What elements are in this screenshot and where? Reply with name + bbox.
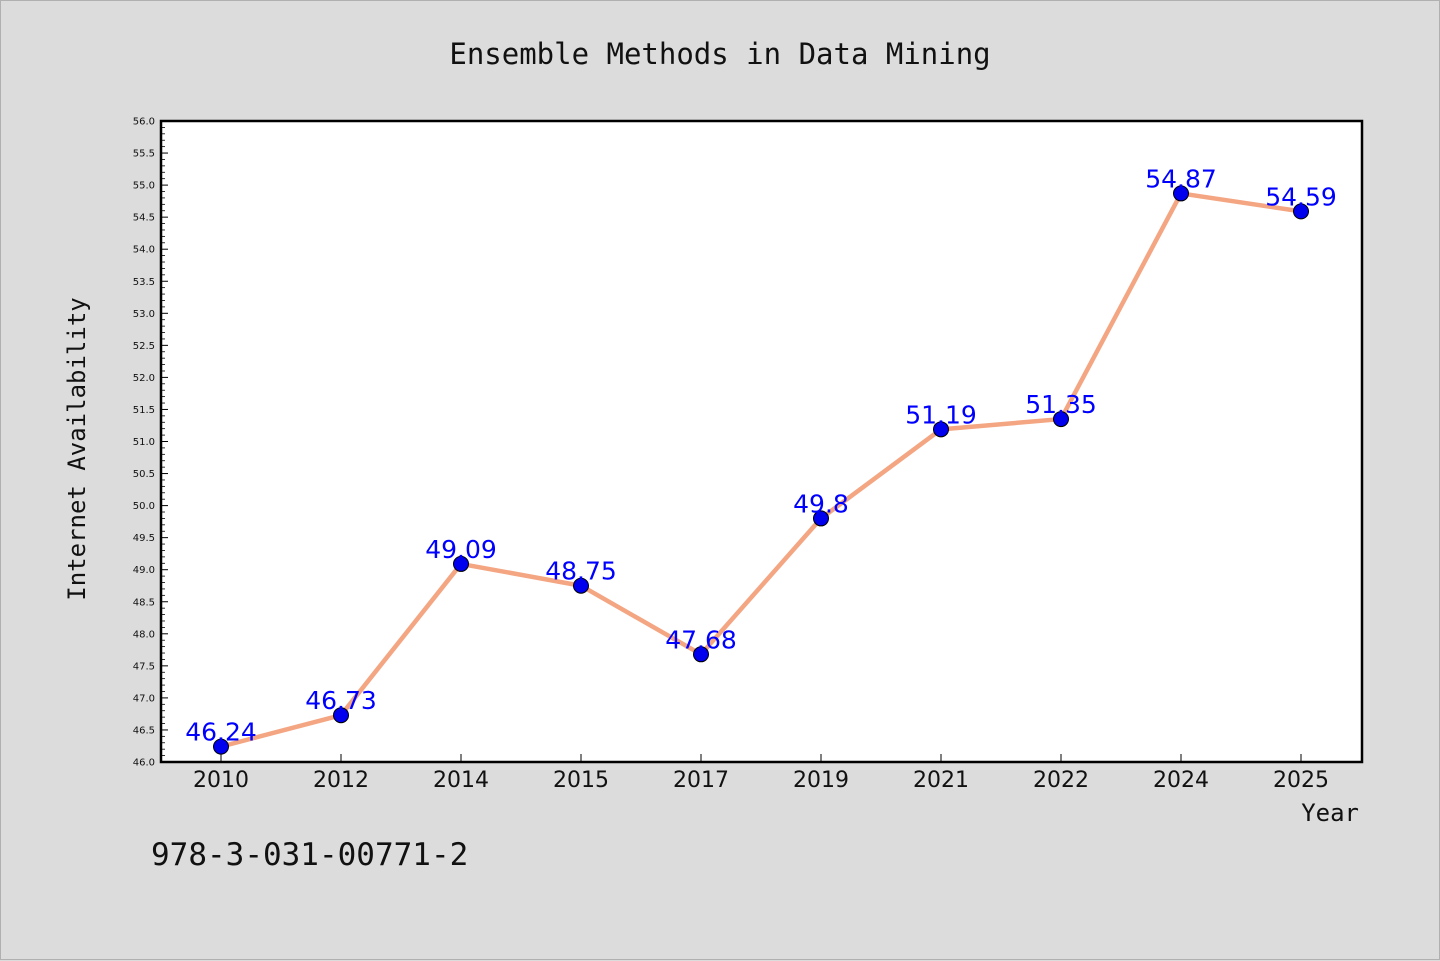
data-label: 47.68 (665, 625, 737, 654)
y-tick-label: 51.0 (133, 437, 155, 448)
data-label: 51.35 (1025, 390, 1097, 419)
y-tick-label: 49.0 (133, 565, 155, 576)
y-tick-label: 54.0 (133, 245, 155, 256)
data-label: 49.09 (425, 535, 497, 564)
y-tick-label: 47.5 (133, 661, 155, 672)
x-tick-label: 2019 (793, 768, 849, 793)
y-tick-label: 53.0 (133, 309, 155, 320)
data-point (1053, 411, 1069, 428)
y-axis: 46.0 46.5 47.0 47.5 48.0 48.5 49.0 49.5 50.0 50.5… (133, 117, 168, 769)
x-tick-label: 2017 (673, 768, 729, 793)
y-tick-label: 55.0 (133, 181, 155, 192)
data-point (933, 421, 949, 438)
series-line (220, 191, 1302, 749)
data-label: 51.19 (905, 400, 977, 429)
x-tick-label: 2012 (313, 768, 369, 793)
plot-area (159, 119, 1364, 764)
data-label: 49.8 (793, 489, 849, 518)
y-tick-label: 53.5 (133, 277, 155, 288)
x-axis-label: Year (1301, 799, 1359, 827)
y-tick-label: 50.0 (133, 501, 155, 512)
chart-title: Ensemble Methods in Data Mining (449, 37, 990, 71)
x-tick-label: 2015 (553, 768, 609, 793)
data-label: 54.87 (1145, 164, 1217, 193)
data-label: 54.59 (1265, 182, 1337, 211)
x-tick-label: 2025 (1273, 768, 1329, 793)
y-tick-label: 52.5 (133, 341, 155, 352)
x-tick-label: 2014 (433, 768, 489, 793)
y-tick-label: 51.5 (133, 405, 155, 416)
data-point (693, 646, 709, 663)
data-point (1173, 185, 1189, 202)
data-point (213, 738, 229, 755)
y-tick-label: 48.0 (133, 629, 155, 640)
data-label: 46.24 (185, 718, 257, 747)
y-axis-label: Internet Availability (63, 297, 91, 600)
x-tick-label: 2022 (1033, 768, 1089, 793)
data-label: 46.73 (305, 686, 377, 715)
y-tick-label: 46.5 (133, 725, 155, 736)
y-tick-label: 47.0 (133, 693, 155, 704)
y-tick-label: 48.5 (133, 597, 155, 608)
isbn-annotation: 978-3-031-00771-2 (151, 837, 468, 873)
x-axis: 2010 2012 2014 2015 2017 2019 2021 2022 2024 2025 (193, 754, 1329, 793)
data-point (1293, 203, 1309, 220)
y-tick-label: 56.0 (133, 117, 155, 128)
y-tick-label: 55.5 (133, 149, 155, 160)
data-label: 48.75 (545, 557, 617, 586)
y-tick-label: 50.5 (133, 469, 155, 480)
x-tick-label: 2024 (1153, 768, 1209, 793)
y-tick-label: 54.5 (133, 213, 155, 224)
data-point (453, 555, 469, 572)
series-group: 46.24 46.73 49.09 48.75 47.68 49.8 51.19 51.35 5… (185, 164, 1337, 755)
data-point (333, 707, 349, 724)
data-point (813, 510, 829, 527)
y-tick-label: 46.0 (133, 758, 155, 769)
data-point (573, 577, 589, 594)
x-tick-label: 2021 (913, 768, 969, 793)
x-tick-label: 2010 (193, 768, 249, 793)
y-tick-label: 49.5 (133, 533, 155, 544)
y-tick-label: 52.0 (133, 373, 155, 384)
